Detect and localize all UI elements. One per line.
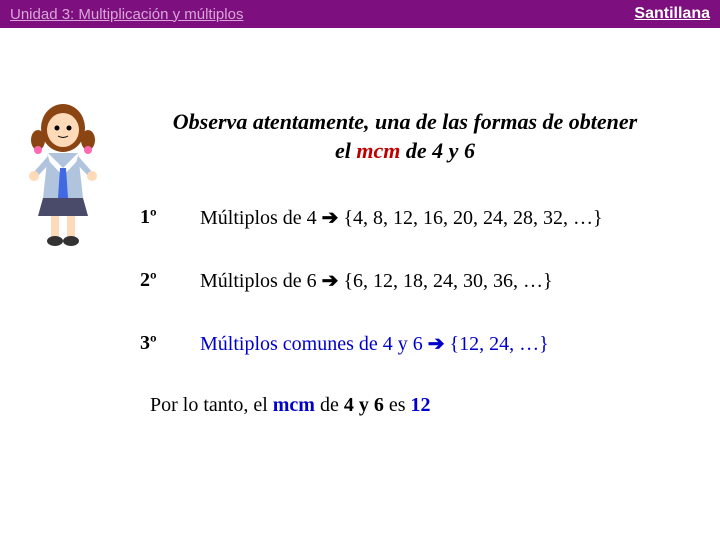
concl-t3: de — [315, 394, 344, 416]
brand-label: Santillana — [634, 5, 710, 23]
arrow-icon: ➔ — [428, 333, 445, 355]
step-3: 3º Múltiplos comunes de 4 y 6 ➔ {12, 24,… — [140, 331, 720, 356]
arrow-icon: ➔ — [322, 270, 339, 292]
steps-list: 1º Múltiplos de 4 ➔ {4, 8, 12, 16, 20, 2… — [140, 205, 720, 356]
step-2: 2º Múltiplos de 6 ➔ {6, 12, 18, 24, 30, … — [140, 268, 720, 293]
title-line2: el mcm de 4 y 6 — [110, 137, 700, 166]
step-content: Múltiplos comunes de 4 y 6 ➔ {12, 24, …} — [200, 331, 720, 356]
concl-result: 12 — [411, 394, 431, 416]
step-set: {6, 12, 18, 24, 30, 36, …} — [338, 270, 552, 292]
step-prefix: Múltiplos de 6 — [200, 270, 322, 292]
step-ordinal: 2º — [140, 269, 200, 292]
step-prefix: Múltiplos de 4 — [200, 207, 322, 229]
step-prefix: Múltiplos comunes de 4 y 6 — [200, 333, 428, 355]
step-content: Múltiplos de 6 ➔ {6, 12, 18, 24, 30, 36,… — [200, 268, 720, 293]
unit-title: Unidad 3: Multiplicación y múltiplos — [10, 6, 243, 23]
step-1: 1º Múltiplos de 4 ➔ {4, 8, 12, 16, 20, 2… — [140, 205, 720, 230]
concl-t1: Por lo tanto, el — [150, 394, 273, 416]
conclusion-line: Por lo tanto, el mcm de 4 y 6 es 12 — [150, 394, 720, 417]
instruction-title: Observa atentamente, una de las formas d… — [110, 108, 700, 165]
title-post: de 4 y 6 — [400, 138, 475, 163]
title-line1: Observa atentamente, una de las formas d… — [110, 108, 700, 137]
mcm-word: mcm — [356, 138, 400, 163]
step-set: {12, 24, …} — [445, 333, 549, 355]
step-set: {4, 8, 12, 16, 20, 24, 28, 32, …} — [338, 207, 602, 229]
girl-character-icon — [18, 98, 108, 248]
content-area: Observa atentamente, una de las formas d… — [0, 28, 720, 417]
title-pre: el — [335, 138, 356, 163]
concl-t5: es — [384, 394, 411, 416]
step-ordinal: 3º — [140, 332, 200, 355]
header-bar: Unidad 3: Multiplicación y múltiplos San… — [0, 0, 720, 28]
concl-numbers: 4 y 6 — [344, 394, 384, 416]
step-ordinal: 1º — [140, 206, 200, 229]
step-content: Múltiplos de 4 ➔ {4, 8, 12, 16, 20, 24, … — [200, 205, 720, 230]
arrow-icon: ➔ — [322, 207, 339, 229]
concl-mcm: mcm — [273, 394, 315, 416]
